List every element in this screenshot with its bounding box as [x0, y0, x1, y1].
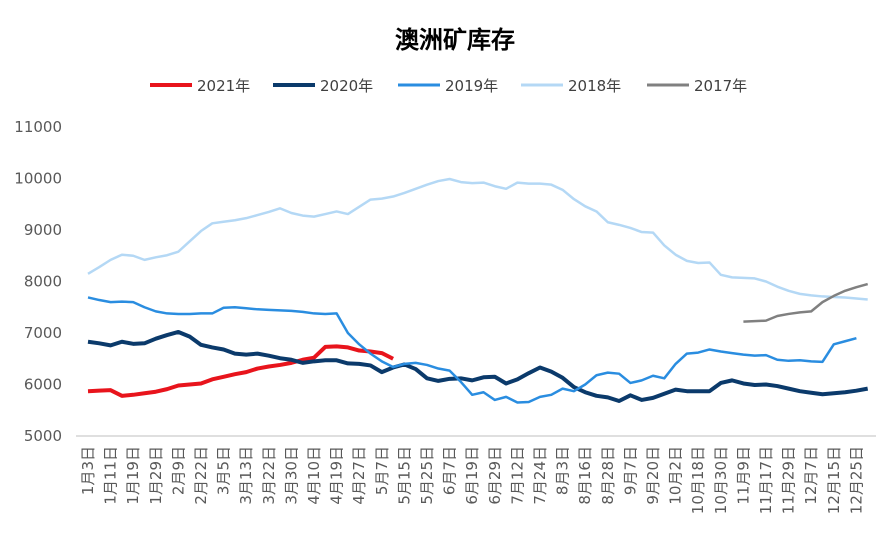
- x-tick-label: 2月22日: [192, 446, 210, 505]
- x-tick-label: 4月10日: [305, 446, 323, 505]
- legend-label: 2018年: [568, 77, 621, 95]
- legend-label: 2021年: [197, 77, 250, 95]
- line-series: [87, 296, 857, 404]
- x-tick-label: 8月28日: [599, 446, 617, 505]
- x-tick-label: 2月9日: [169, 446, 187, 495]
- x-tick-label: 7月24日: [531, 446, 549, 505]
- x-tick-label: 10月30日: [712, 446, 730, 514]
- x-tick-label: 4月19日: [328, 446, 346, 505]
- x-tick-label: 6月29日: [486, 446, 504, 505]
- x-tick-label: 10月2日: [667, 446, 685, 505]
- y-tick-label: 7000: [24, 324, 62, 342]
- chart-title: 澳洲矿库存: [395, 26, 515, 54]
- x-tick-label: 1月19日: [124, 446, 142, 505]
- line-series: [87, 344, 394, 398]
- x-tick-label: 6月7日: [441, 446, 459, 495]
- legend-label: 2020年: [320, 77, 373, 95]
- y-tick-label: 6000: [24, 376, 62, 394]
- x-tick-label: 4月27日: [350, 446, 368, 505]
- x-tick-label: 12月25日: [847, 446, 865, 514]
- x-tick-label: 1月11日: [102, 446, 120, 505]
- x-tick-label: 3月30日: [282, 446, 300, 505]
- x-tick-label: 3月5日: [215, 446, 233, 495]
- y-tick-label: 5000: [24, 427, 62, 445]
- legend-label: 2017年: [694, 77, 747, 95]
- x-tick-label: 11月17日: [757, 446, 775, 514]
- x-tick-label: 7月12日: [508, 446, 526, 505]
- x-tick-label: 12月15日: [825, 446, 843, 514]
- x-tick-label: 10月18日: [689, 446, 707, 514]
- x-tick-label: 5月25日: [418, 446, 436, 505]
- x-tick-label: 11月29日: [780, 446, 798, 514]
- x-tick-label: 1月29日: [147, 446, 165, 505]
- line-series: [87, 329, 869, 403]
- legend-label: 2019年: [445, 77, 498, 95]
- y-tick-label: 10000: [14, 170, 62, 188]
- y-tick-label: 11000: [14, 118, 62, 136]
- x-tick-label: 11月9日: [734, 446, 752, 505]
- x-tick-label: 3月22日: [260, 446, 278, 505]
- line-series: [743, 282, 869, 323]
- y-tick-label: 8000: [24, 273, 62, 291]
- y-tick-label: 9000: [24, 221, 62, 239]
- x-tick-label: 5月15日: [395, 446, 413, 505]
- x-tick-label: 9月20日: [644, 446, 662, 505]
- x-tick-label: 3月13日: [237, 446, 255, 505]
- x-tick-label: 12月7日: [802, 446, 820, 505]
- x-tick-label: 6月19日: [463, 446, 481, 505]
- x-tick-label: 9月7日: [621, 446, 639, 495]
- line-series: [87, 177, 868, 301]
- x-tick-label: 1月3日: [79, 446, 97, 495]
- x-tick-label: 8月3日: [554, 446, 572, 495]
- x-tick-label: 8月16日: [576, 446, 594, 505]
- x-tick-label: 5月7日: [373, 446, 391, 495]
